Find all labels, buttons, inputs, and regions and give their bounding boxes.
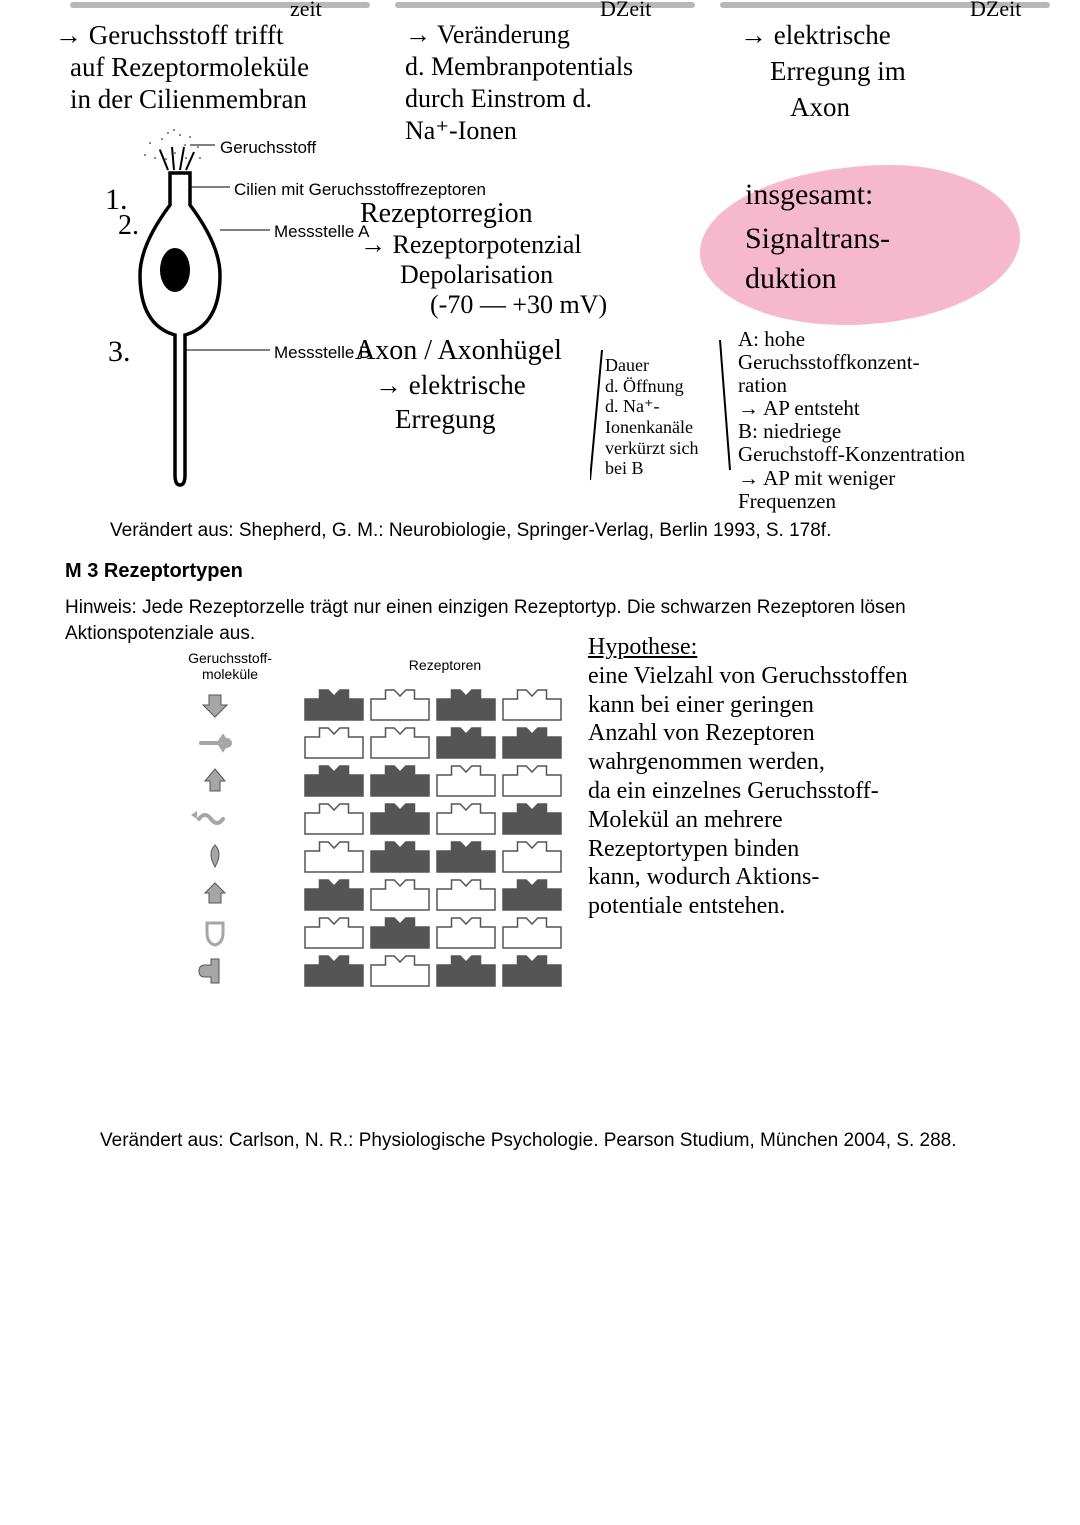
caption-1: Verändert aus: Shepherd, G. M.: Neurobio…	[110, 520, 831, 542]
hyp-2: Anzahl von Rezeptoren	[588, 720, 815, 746]
hyp-7: kann, wodurch Aktions-	[588, 864, 819, 890]
hw-zeit-3: DZeit	[970, 0, 1021, 22]
hw-axon-0: Axon / Axonhügel	[355, 335, 562, 367]
rec-h-mol: Geruchsstoff- moleküle	[175, 650, 285, 682]
section-heading: M 3 Rezeptortypen	[65, 560, 243, 583]
top-bar-1	[70, 2, 370, 8]
num-2: 2.	[118, 210, 139, 242]
hw-ab-5: Geruchstoff-Konzentration	[738, 442, 965, 466]
hw-col2-l2: d. Membranpotentials	[405, 52, 633, 82]
hw-zeit-2: DZeit	[600, 0, 651, 22]
hw-col1-l3: in der Cilienmembran	[70, 84, 307, 115]
hw-recreg-2: Depolarisation	[400, 260, 553, 290]
hw-recreg-3: (-70 — +30 mV)	[430, 290, 607, 320]
hyp-4: da ein einzelnes Geruchsstoff-	[588, 778, 879, 804]
hw-ab-0: A: hohe	[738, 327, 805, 351]
hw-ab-6: → AP mit weniger	[738, 466, 895, 490]
hw-ab-2: ration	[738, 373, 787, 397]
hyp-8: potentiale entstehen.	[588, 893, 785, 919]
hw-ab-3: → AP entsteht	[738, 396, 860, 420]
hw-col3-l3: Axon	[790, 92, 850, 123]
hw-zeit-1: zeit	[290, 0, 322, 22]
hw-col3-l2: Erregung im	[770, 56, 906, 87]
hw-ab-7: Frequenzen	[738, 489, 836, 513]
hypothesis: Hypothese: eine Vielzahl von Geruchsstof…	[588, 633, 1080, 921]
lbl-messA: Messstelle A	[274, 222, 369, 242]
receptor-table-svg	[175, 684, 595, 1014]
hw-col2-l3: durch Einstrom d.	[405, 84, 592, 114]
hyp-1: kann bei einer geringen	[588, 692, 814, 718]
hint-label: Hinweis:	[65, 597, 137, 618]
hyp-0: eine Vielzahl von Geruchsstoffen	[588, 663, 908, 689]
caption-2: Verändert aus: Carlson, N. R.: Physiolog…	[100, 1130, 957, 1152]
hw-col3-l1: → elektrische	[740, 20, 891, 51]
hyp-5: Molekül an mehrere	[588, 807, 783, 833]
hw-ab-1: Geruchsstoffkonzent-	[738, 350, 920, 374]
hw-col1-l1: → Geruchsstoff trifft	[55, 20, 283, 51]
dauer-slashes	[590, 340, 740, 490]
rec-h-rec: Rezeptoren	[345, 657, 545, 673]
hw-axon-2: Erregung	[395, 404, 495, 435]
hw-col2-l1: → Veränderung	[405, 20, 570, 50]
hw-ab-4: B: niedriege	[738, 419, 841, 443]
num-3: 3.	[108, 335, 131, 369]
hw-col1-l1-t: Geruchsstoff trifft	[89, 20, 284, 50]
hyp-6: Rezeptortypen binden	[588, 836, 799, 862]
lbl-cilien: Cilien mit Geruchsstoffrezeptoren	[234, 180, 486, 200]
hw-axon-1: → elektrische	[375, 370, 526, 401]
hw-col2-l4: Na⁺-Ionen	[405, 116, 517, 146]
hw-recreg-0: Rezeptorregion	[360, 198, 533, 230]
hw-col1-l2: auf Rezeptormoleküle	[70, 52, 309, 83]
lbl-geruchsstoff: Geruchsstoff	[220, 138, 316, 158]
hyp-title: Hypothese:	[588, 634, 697, 660]
hw-insg-2: Signaltrans-	[745, 222, 890, 256]
hw-insg-1: insgesamt:	[745, 178, 873, 212]
hyp-3: wahrgenommen werden,	[588, 749, 825, 775]
hw-ab: A: hohe Geruchsstoffkonzent- ration → AP…	[738, 328, 1080, 513]
hw-insg-3: duktion	[745, 262, 837, 296]
hw-recreg-1: → Rezeptorpotenzial	[360, 230, 582, 260]
